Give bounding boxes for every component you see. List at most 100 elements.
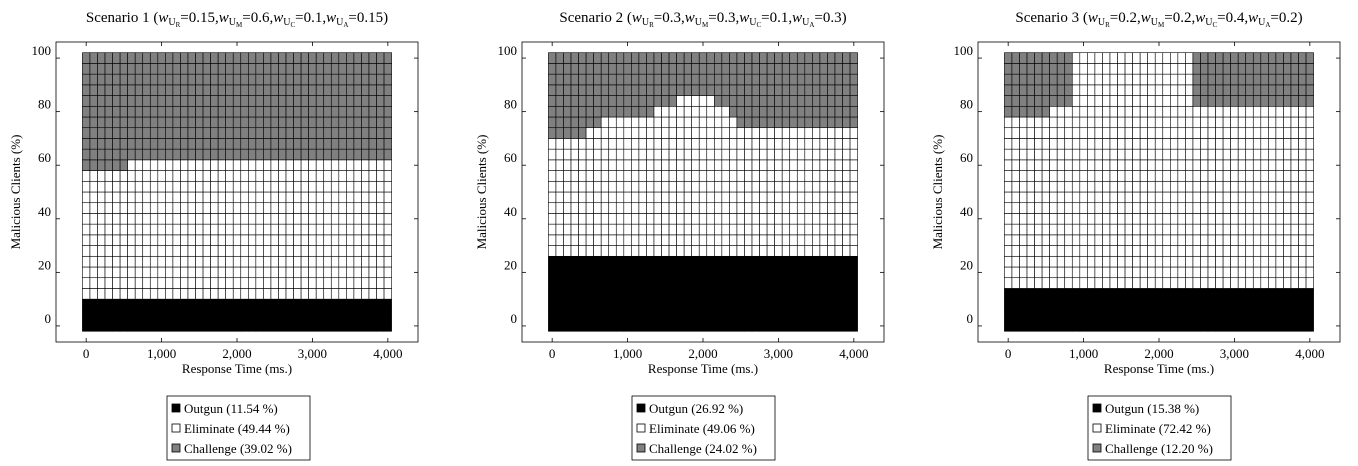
cell-eliminate (142, 288, 151, 300)
cell-eliminate (608, 234, 617, 246)
cell-eliminate (812, 159, 821, 171)
cell-eliminate (1275, 191, 1284, 204)
cell-eliminate (691, 159, 700, 171)
cell-eliminate (210, 159, 219, 171)
cell-outgun (661, 277, 670, 289)
cell-challenge (1034, 95, 1043, 107)
cell-challenge (308, 95, 317, 107)
cell-outgun (646, 255, 655, 268)
cell-eliminate (1230, 127, 1239, 139)
cell-challenge (1034, 84, 1043, 96)
cell-challenge (217, 95, 226, 107)
cell-challenge (330, 116, 340, 129)
cell-eliminate (1071, 127, 1081, 139)
cell-eliminate (812, 223, 821, 236)
cell-outgun (1230, 309, 1239, 321)
cell-challenge (721, 95, 730, 107)
cell-eliminate (127, 234, 136, 246)
cell-outgun (1283, 309, 1292, 321)
cell-eliminate (248, 245, 257, 257)
cell-eliminate (1124, 202, 1133, 214)
cell-challenge (263, 95, 272, 107)
cell-challenge (104, 116, 113, 129)
cell-eliminate (97, 170, 106, 182)
cell-outgun (721, 255, 730, 268)
cell-eliminate (661, 213, 670, 225)
cell-eliminate (361, 180, 370, 193)
cell-eliminate (1117, 170, 1126, 182)
cell-challenge (653, 52, 662, 64)
cell-eliminate (195, 255, 204, 268)
cell-eliminate (89, 202, 98, 214)
cell-eliminate (1162, 255, 1171, 268)
cell-eliminate (691, 191, 700, 204)
cell-challenge (842, 105, 851, 118)
cell-challenge (781, 52, 791, 64)
cell-challenge (346, 148, 355, 161)
cell-eliminate (97, 202, 106, 214)
cell-outgun (1019, 288, 1028, 300)
cell-eliminate (653, 191, 662, 204)
cell-outgun (1170, 309, 1179, 321)
cell-outgun (721, 266, 730, 279)
legend-box (631, 395, 776, 461)
weight-equals: = (654, 10, 662, 26)
cell-eliminate (638, 234, 647, 246)
cell-eliminate (1283, 255, 1292, 268)
cell-eliminate (263, 266, 272, 279)
cell-challenge (315, 138, 325, 150)
cell-eliminate (1124, 191, 1133, 204)
cell-challenge (1275, 52, 1284, 64)
cell-eliminate (368, 277, 377, 289)
cell-challenge (82, 73, 91, 86)
cell-eliminate (646, 223, 655, 236)
cell-challenge (1222, 73, 1231, 86)
cell-eliminate (1139, 116, 1148, 129)
cell-eliminate (165, 277, 174, 289)
y-tick-label: 20 (504, 257, 517, 272)
cell-challenge (834, 52, 843, 64)
cell-eliminate (323, 180, 332, 193)
cell-outgun (1275, 320, 1284, 332)
cell-eliminate (1283, 105, 1292, 118)
cell-challenge (285, 127, 294, 139)
cell-outgun (751, 309, 760, 321)
cell-outgun (736, 255, 745, 268)
cell-eliminate (683, 234, 692, 246)
cell-eliminate (1117, 95, 1126, 107)
cell-eliminate (849, 234, 858, 246)
cell-outgun (578, 320, 587, 332)
cell-challenge (315, 52, 325, 64)
weight-subscript: U (1258, 17, 1266, 28)
cell-challenge (270, 84, 279, 96)
cell-challenge (789, 52, 798, 64)
cell-challenge (248, 84, 257, 96)
cell-eliminate (1124, 148, 1133, 161)
cell-outgun (751, 298, 760, 311)
cell-eliminate (819, 138, 828, 150)
cell-eliminate (1011, 116, 1020, 129)
cell-challenge (1207, 84, 1216, 96)
cell-eliminate (376, 245, 385, 257)
cell-challenge (376, 52, 385, 64)
cell-outgun (293, 298, 302, 311)
cell-eliminate (706, 234, 715, 246)
cell-outgun (683, 320, 692, 332)
cell-outgun (134, 298, 144, 311)
cell-eliminate (1034, 159, 1043, 171)
cell-challenge (1230, 95, 1239, 107)
cell-eliminate (849, 127, 858, 139)
cell-eliminate (766, 223, 775, 236)
cell-outgun (1252, 309, 1262, 321)
cell-challenge (278, 73, 287, 86)
cell-eliminate (1019, 245, 1028, 257)
cell-eliminate (729, 202, 738, 214)
cell-eliminate (104, 245, 113, 257)
cell-eliminate (134, 288, 144, 300)
cell-outgun (842, 320, 851, 332)
cell-eliminate (721, 159, 730, 171)
cell-outgun (842, 309, 851, 321)
cell-eliminate (323, 234, 332, 246)
cell-eliminate (1109, 277, 1118, 289)
cell-outgun (849, 277, 858, 289)
